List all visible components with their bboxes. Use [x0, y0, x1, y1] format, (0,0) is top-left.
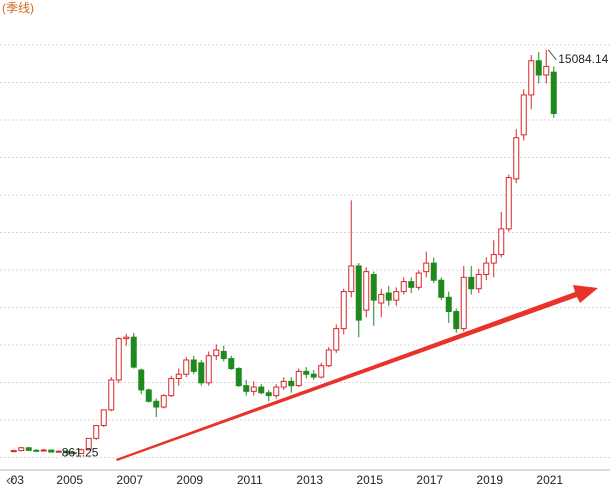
candle-body	[33, 449, 40, 452]
x-tick-label: 2015	[356, 473, 383, 487]
candle-body	[453, 311, 460, 330]
candle-body	[70, 452, 77, 455]
candle-body	[250, 386, 257, 392]
candle-body	[475, 273, 482, 290]
candle-body	[100, 409, 107, 427]
x-tick-label: 2007	[116, 473, 143, 487]
min-label: 861.25	[62, 445, 99, 459]
x-tick-label: 2011	[237, 473, 263, 487]
candle-body	[423, 262, 430, 273]
max-leader	[547, 49, 557, 61]
candle-body	[93, 425, 100, 439]
candle-body	[393, 291, 400, 301]
candle-body	[445, 296, 452, 313]
x-tick-label: 03	[11, 473, 25, 487]
candle-body	[160, 395, 167, 408]
candle-body	[438, 279, 445, 298]
candle-body	[415, 272, 422, 288]
candle-body	[430, 262, 437, 281]
candle-body	[175, 373, 182, 380]
candle-body	[325, 349, 332, 367]
candle-body	[528, 60, 535, 96]
candle-body	[295, 370, 302, 387]
candle-body	[340, 291, 347, 330]
candle-body	[228, 358, 235, 370]
chart-subtitle: (季线)	[2, 1, 34, 15]
x-tick-label: 2009	[176, 473, 203, 487]
candle-body	[205, 355, 212, 384]
candle-body	[318, 365, 325, 378]
candle-body	[145, 389, 152, 402]
candle-body	[85, 437, 92, 451]
candle-body	[520, 94, 527, 136]
candle-body	[190, 359, 197, 372]
candle-body	[55, 450, 62, 453]
candle-body	[543, 65, 550, 76]
candle-body	[310, 373, 317, 378]
scroll-left-icon[interactable]	[10, 477, 15, 485]
candle-body	[468, 276, 475, 290]
candle-body	[513, 137, 520, 180]
candle-body	[550, 71, 557, 114]
scroll-left-icon[interactable]	[6, 477, 11, 485]
candle-body	[280, 380, 287, 388]
candle-body	[168, 378, 175, 397]
candle-body	[333, 328, 340, 351]
candle-body	[78, 449, 85, 454]
candle-body	[130, 336, 137, 368]
candle-body	[385, 292, 392, 301]
candle-body	[348, 265, 355, 293]
candle-body	[460, 276, 467, 330]
candle-body	[378, 293, 385, 304]
min-leader	[65, 451, 72, 456]
candle-body	[198, 362, 205, 384]
candle-body	[370, 273, 377, 301]
candle-body	[123, 336, 130, 340]
candle-body	[273, 386, 280, 397]
x-tick-label: 2005	[56, 473, 83, 487]
candle-body	[183, 359, 190, 375]
grid	[0, 44, 610, 458]
candle-body	[138, 369, 145, 391]
x-tick-label: 2017	[416, 473, 443, 487]
candle-body	[288, 380, 295, 387]
candle-body	[363, 271, 370, 311]
candle-body	[535, 60, 542, 76]
candle-body	[355, 265, 362, 321]
candle-body	[63, 450, 70, 454]
x-tick-label: 2021	[536, 473, 563, 487]
candle-body	[265, 392, 272, 397]
candle-body	[303, 370, 310, 375]
candle-body	[25, 447, 32, 451]
candle-body	[258, 386, 265, 394]
candle-body	[483, 262, 490, 275]
candle-body	[108, 379, 115, 411]
candle-body	[115, 338, 122, 381]
trend-arrow	[116, 285, 598, 461]
candle-body	[18, 447, 25, 452]
candle-body	[153, 400, 160, 408]
candle-body	[235, 368, 242, 387]
candle-body	[400, 281, 407, 293]
candle-body	[498, 228, 505, 256]
candle-body	[243, 385, 250, 392]
max-label: 15084.14	[558, 52, 608, 66]
x-tick-label: 2019	[476, 473, 503, 487]
candles	[10, 49, 557, 456]
candle-body	[490, 254, 497, 264]
candle-body	[220, 350, 227, 360]
x-tick-label: 2013	[296, 473, 323, 487]
candle-body	[213, 349, 220, 357]
candle-body	[10, 450, 17, 453]
candle-body	[408, 281, 415, 288]
candle-body	[48, 449, 55, 453]
candle-body	[505, 177, 512, 230]
candle-body	[40, 449, 47, 452]
